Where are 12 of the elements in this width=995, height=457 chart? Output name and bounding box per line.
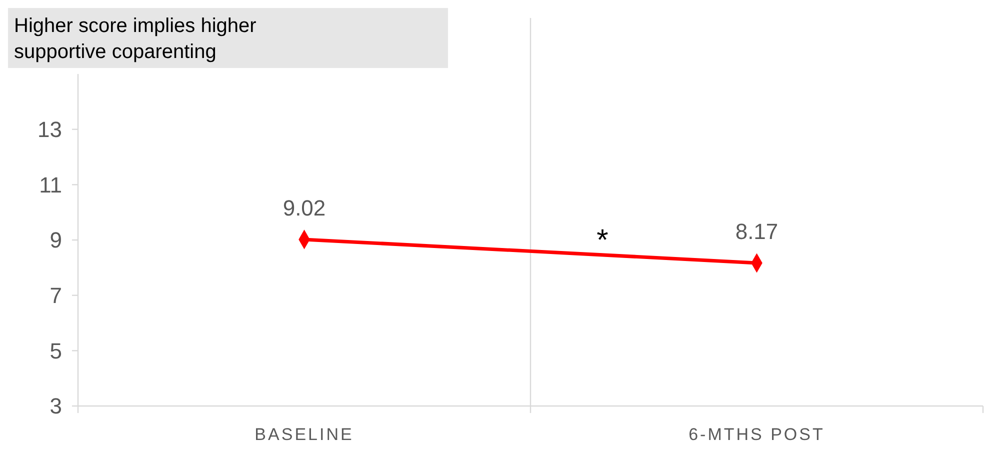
y-tick-label: 9 [50, 228, 62, 253]
x-tick-label: 6-MTHS POST [688, 425, 825, 444]
y-tick-label: 5 [50, 338, 62, 364]
annotation: * [596, 224, 609, 257]
y-tick-label: 3 [50, 394, 62, 419]
y-tick-label: 11 [39, 172, 62, 198]
data-label: 8.17 [735, 218, 778, 244]
data-label: 9.02 [282, 195, 326, 220]
y-tick-label: 13 [38, 117, 62, 142]
text: Higher score implies higher supportive coparenting [14, 15, 257, 63]
y-tick-label: 7 [50, 283, 62, 308]
x-tick-label: BASELINE [254, 425, 354, 444]
